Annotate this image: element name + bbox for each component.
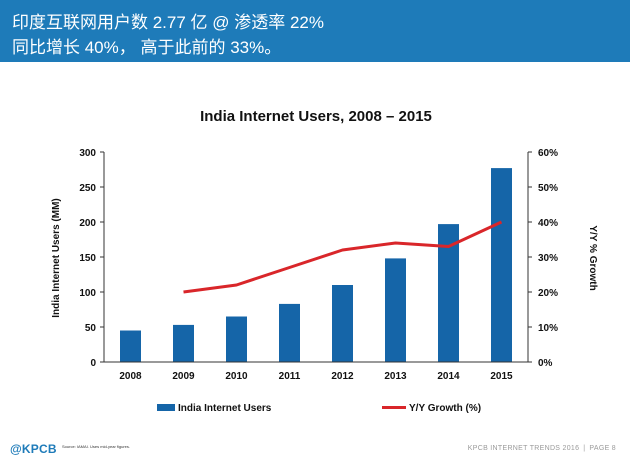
legend-label-users: India Internet Users [178,403,272,414]
footer-report-title: KPCB INTERNET TRENDS 2016 [467,445,580,452]
bar-2013 [385,258,406,362]
x-tick-label: 2010 [225,371,248,382]
bar-2012 [332,285,353,362]
source-note: Source: IAMAI. Uses mid-year figures. [62,444,131,449]
x-tick-label: 2014 [437,371,460,382]
slide-header: 印度互联网用户数 2.77 亿 @ 渗透率 22% 同比增长 40%， 高于此前… [0,0,630,62]
slide-title-line-1: 印度互联网用户数 2.77 亿 @ 渗透率 22% [12,13,324,32]
y-tick-label: 200 [79,218,96,229]
x-tick-label: 2015 [490,371,513,382]
y2-axis-label: Y/Y % Growth [587,225,598,290]
legend-swatch-users [157,404,175,411]
india-internet-users-chart: India Internet Users, 2008 – 2015 0 50 100… [51,108,598,414]
x-tick-label: 2013 [384,371,407,382]
chart-title: India Internet Users, 2008 – 2015 [200,108,432,125]
y2-tick-label: 10% [538,323,558,334]
y2-tick-label: 40% [538,218,558,229]
bar-2009 [173,324,194,362]
y2-tick-label: 50% [538,183,558,194]
y-tick-label: 100 [79,288,96,299]
x-tick-label: 2011 [279,371,301,382]
legend-label-growth: Y/Y Growth (%) [409,403,481,414]
footer-right: KPCB INTERNET TRENDS 2016 | PAGE 8 [468,445,616,452]
x-tick-label: 2009 [172,371,195,382]
y2-tick-label: 30% [538,253,558,264]
y-tick-label: 50 [85,323,97,334]
plot-area: 0 50 100 150 200 250 300 0% 10% 20% 30% 40% 50% 60% 20… [79,148,558,382]
growth-line [183,220,503,294]
bar-2014 [438,224,459,362]
slide-title-line-2: 同比增长 40%， 高于此前的 33%。 [12,38,282,57]
bar-2015 [491,168,512,362]
bar-2011 [279,303,300,362]
y2-tick-label: 20% [538,288,558,299]
legend: India Internet Users Y/Y Growth (%) [157,403,481,414]
y-tick-label: 250 [79,183,96,194]
x-tick-label: 2008 [119,371,142,382]
kpcb-logo: @KPCB [10,442,57,456]
footer-separator: | [583,445,586,452]
y-tick-label: 150 [79,253,96,264]
bar-2008 [120,330,141,362]
page-number: PAGE 8 [589,445,616,452]
y2-tick-label: 0% [538,358,553,369]
bar-2010 [226,316,247,362]
y-tick-label: 0 [90,358,96,369]
y2-tick-label: 60% [538,148,558,159]
y-tick-label: 300 [79,148,96,159]
slide-footer: @KPCB Source: IAMAI. Uses mid-year figur… [0,434,630,472]
y-axis-label: India Internet Users (MM) [51,198,62,317]
x-tick-label: 2012 [331,371,354,382]
